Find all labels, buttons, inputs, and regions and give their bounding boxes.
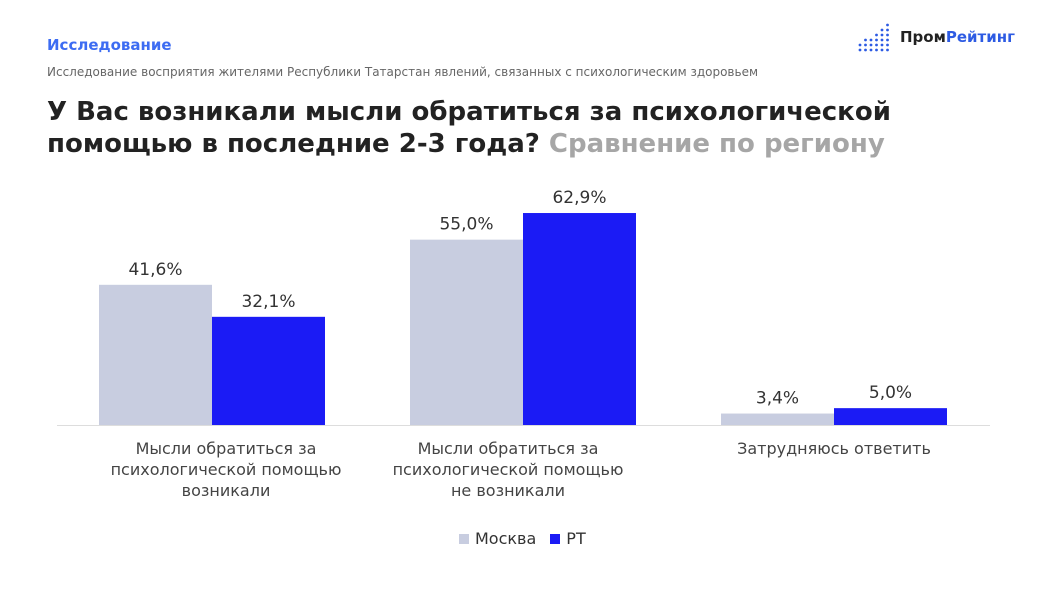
data-label: 41,6% bbox=[128, 260, 182, 280]
subtitle: Исследование восприятия жителями Республ… bbox=[47, 65, 758, 79]
logo: ПромРейтинг bbox=[858, 22, 1015, 52]
title-secondary: Сравнение по региону bbox=[548, 129, 885, 159]
legend-swatch bbox=[550, 534, 561, 544]
data-label: 62,9% bbox=[552, 188, 606, 208]
logo-part2: Рейтинг bbox=[945, 28, 1015, 46]
legend-label: РТ bbox=[566, 529, 586, 548]
legend: Москва РТ bbox=[459, 529, 586, 548]
logo-bars-icon bbox=[858, 23, 889, 52]
section-kicker: Исследование bbox=[47, 36, 172, 54]
bar bbox=[99, 284, 212, 425]
legend-label: Москва bbox=[475, 529, 537, 548]
title-main: У Вас возникали мысли обратиться за псих… bbox=[47, 97, 891, 159]
legend-item: РТ bbox=[550, 529, 586, 548]
data-label: 5,0% bbox=[869, 383, 912, 403]
data-label: 55,0% bbox=[439, 215, 493, 235]
category-label: Затрудняюсь ответить bbox=[737, 439, 931, 458]
bar bbox=[212, 316, 325, 425]
category-label: Мысли обратиться за психологической помо… bbox=[392, 439, 624, 500]
data-label: 32,1% bbox=[241, 292, 295, 312]
bar bbox=[410, 239, 523, 425]
logo-part1: Пром bbox=[900, 28, 946, 46]
bar bbox=[523, 213, 636, 425]
bar bbox=[721, 413, 834, 425]
page-title: У Вас возникали мысли обратиться за псих… bbox=[47, 96, 1007, 160]
category-label: Мысли обратиться за психологической помо… bbox=[110, 439, 342, 500]
legend-item: Москва bbox=[459, 529, 536, 548]
bar bbox=[834, 408, 947, 425]
data-label: 3,4% bbox=[756, 389, 799, 409]
legend-swatch bbox=[459, 534, 469, 544]
